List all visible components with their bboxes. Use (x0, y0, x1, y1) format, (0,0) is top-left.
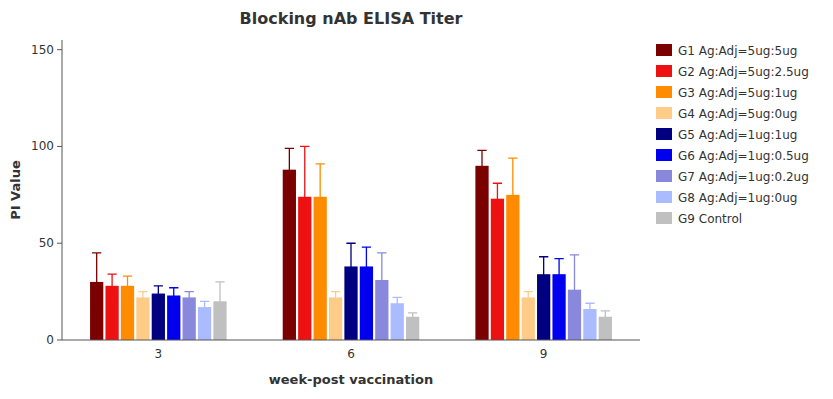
series (183, 253, 582, 340)
legend-swatch (656, 170, 672, 182)
y-axis-title: PI Value (8, 160, 23, 220)
series (152, 243, 551, 340)
error-bar (185, 292, 194, 304)
y-tick (57, 49, 62, 50)
chart-svg: 0 50 100 150 3 6 9 week-post vaccination PI Valu… (0, 0, 833, 399)
error-bar (570, 255, 579, 325)
bar (283, 170, 296, 340)
legend-label: G3 Ag:Adj=5ug:1ug (678, 86, 797, 100)
series (213, 282, 612, 340)
y-axis: 0 50 100 150 (31, 40, 62, 347)
error-bar (554, 259, 563, 290)
chart-container: 0 50 100 150 3 6 9 week-post vaccination PI Valu… (0, 0, 833, 399)
legend-swatch (656, 149, 672, 161)
y-tick (57, 146, 62, 147)
x-axis-title: week-post vaccination (269, 372, 433, 387)
x-tick-label: 3 (155, 347, 163, 361)
legend-swatch (656, 128, 672, 140)
legend-swatch (656, 107, 672, 119)
x-axis-line (62, 340, 640, 341)
legend-swatch (656, 86, 672, 98)
bar (491, 199, 504, 340)
series (136, 292, 535, 340)
legend-label: G5 Ag:Adj=1ug:1ug (678, 128, 797, 142)
error-bar (493, 183, 502, 214)
legend-swatch (656, 65, 672, 77)
y-axis-line (62, 40, 63, 340)
chart-title: Blocking nAb ELISA Titer (240, 9, 463, 28)
legend-label: G4 Ag:Adj=5ug:0ug (678, 107, 797, 121)
y-tick-label: 100 (31, 139, 54, 153)
error-bar (300, 146, 309, 247)
y-tick (57, 243, 62, 244)
error-bar (585, 303, 594, 315)
error-bar (362, 247, 371, 286)
error-bar (331, 292, 340, 304)
x-tick-label: 6 (347, 347, 355, 361)
legend-label: G1 Ag:Adj=5ug:5ug (678, 44, 797, 58)
legend-label: G2 Ag:Adj=5ug:2.5ug (678, 65, 809, 79)
legend-label: G6 Ag:Adj=1ug:0.5ug (678, 149, 809, 163)
y-tick (57, 340, 62, 341)
error-bar (200, 301, 209, 313)
legend-swatch (656, 191, 672, 203)
error-bar (92, 253, 101, 311)
series (167, 247, 566, 340)
series (90, 148, 489, 340)
error-bar (138, 292, 147, 304)
error-bar (107, 274, 116, 297)
y-tick-label: 150 (31, 43, 54, 57)
error-bar (524, 292, 533, 304)
error-bar (123, 276, 132, 295)
legend-label: G7 Ag:Adj=1ug:0.2ug (678, 170, 809, 184)
legend-swatch (656, 44, 672, 56)
y-tick-label: 50 (39, 236, 54, 250)
bars (90, 146, 612, 340)
error-bar (377, 253, 386, 307)
error-bar (408, 313, 417, 321)
legend-swatch (656, 212, 672, 224)
legend-label: G8 Ag:Adj=1ug:0ug (678, 191, 797, 205)
series (198, 297, 597, 340)
x-axis: 3 6 9 (62, 340, 640, 361)
bar (475, 166, 488, 340)
series (121, 158, 520, 340)
error-bar (393, 297, 402, 309)
legend-label: G9 Control (678, 212, 742, 226)
error-bar (601, 311, 610, 323)
error-bar (539, 257, 548, 292)
series (105, 146, 504, 340)
y-tick-label: 0 (46, 333, 54, 347)
error-bar (316, 164, 325, 230)
error-bar (346, 243, 355, 289)
x-tick-label: 9 (540, 347, 548, 361)
error-bar (477, 150, 486, 181)
error-bar (285, 148, 294, 191)
legend: G1 Ag:Adj=5ug:5ug G2 Ag:Adj=5ug:2.5ug G3 A… (656, 44, 809, 226)
error-bar (508, 158, 517, 232)
error-bar (169, 288, 178, 303)
error-bar (154, 286, 163, 301)
error-bar (215, 282, 224, 321)
